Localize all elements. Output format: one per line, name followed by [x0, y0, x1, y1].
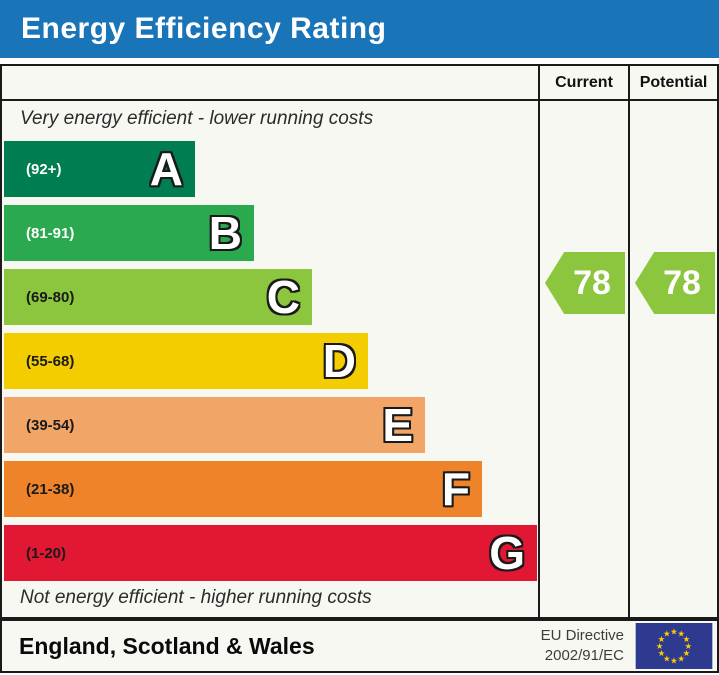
band-e-range: (39-54) [26, 416, 75, 434]
band-g: (1-20) G [4, 525, 537, 581]
band-d: (55-68) D [4, 333, 368, 389]
svg-text:★: ★ [683, 634, 691, 644]
footer-bar: England, Scotland & Wales EU Directive 2… [0, 619, 719, 673]
svg-text:★: ★ [685, 641, 693, 651]
svg-text:★: ★ [683, 648, 691, 658]
note-not-efficient: Not energy efficient - higher running co… [20, 587, 372, 608]
band-b-letter: B [208, 207, 242, 259]
eu-flag-stars: ★ ★ ★ ★ ★ ★ ★ ★ ★ ★ ★ ★ [656, 627, 693, 666]
svg-text:★: ★ [658, 634, 666, 644]
band-b-range: (81-91) [26, 224, 75, 242]
band-f-range: (21-38) [26, 480, 75, 498]
band-f: (21-38) F [4, 461, 482, 517]
potential-rating-arrow: 78 [635, 252, 715, 314]
band-d-letter: D [322, 335, 356, 387]
column-divider-current [538, 66, 540, 617]
band-g-letter: G [489, 527, 525, 579]
current-rating-arrow: 78 [545, 252, 625, 314]
column-divider-potential [628, 66, 630, 617]
column-header-potential: Potential [639, 73, 708, 91]
band-a-range: (92+) [26, 160, 62, 178]
svg-text:★: ★ [663, 629, 671, 639]
svg-text:★: ★ [670, 655, 678, 665]
table-header-row [2, 66, 717, 101]
eu-directive-label: EU Directive 2002/91/EC [541, 626, 634, 667]
region-label: England, Scotland & Wales [19, 632, 315, 659]
band-c: (69-80) C [4, 269, 312, 325]
svg-text:★: ★ [656, 641, 664, 651]
svg-text:★: ★ [670, 627, 678, 637]
band-c-letter: C [266, 271, 300, 323]
band-a-letter: A [149, 143, 183, 195]
band-e: (39-54) E [4, 397, 425, 453]
svg-text:★: ★ [677, 654, 685, 664]
band-b: (81-91) B [4, 205, 254, 261]
band-g-range: (1-20) [26, 544, 67, 562]
eu-flag-icon: ★ ★ ★ ★ ★ ★ ★ ★ ★ ★ ★ ★ [635, 623, 713, 669]
band-f-letter: F [441, 463, 470, 515]
note-very-efficient: Very energy efficient - lower running co… [20, 108, 374, 129]
band-e-letter: E [382, 399, 413, 451]
svg-text:★: ★ [677, 629, 685, 639]
title-bar: Energy Efficiency Rating [0, 0, 719, 58]
eu-directive-line1: EU Directive [540, 626, 624, 644]
band-d-range: (55-68) [26, 352, 75, 370]
page-title: Energy Efficiency Rating [21, 12, 387, 45]
band-a: (92+) A [4, 141, 195, 197]
rating-table: Current Potential Very energy efficient … [0, 64, 719, 619]
eu-flag-field [635, 623, 713, 669]
band-c-range: (69-80) [26, 288, 75, 306]
column-header-current: Current [555, 73, 613, 91]
svg-text:★: ★ [663, 654, 671, 664]
eu-directive-line2: 2002/91/EC [544, 647, 624, 664]
svg-text:★: ★ [658, 648, 666, 658]
